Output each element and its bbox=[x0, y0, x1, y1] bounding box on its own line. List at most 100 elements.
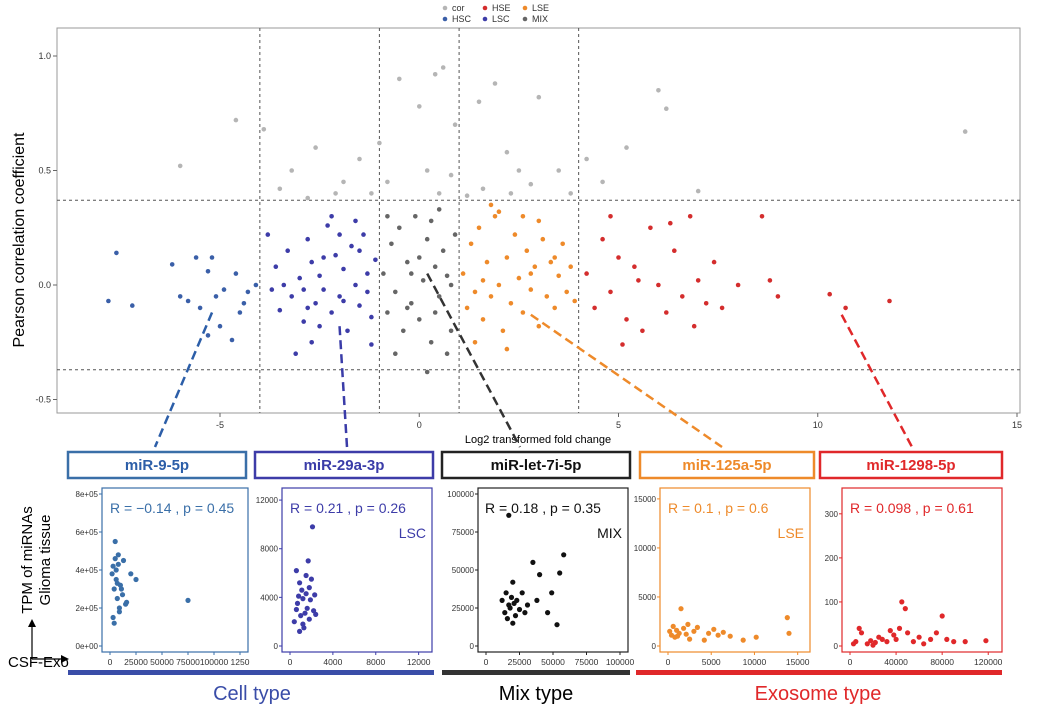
data-point bbox=[116, 605, 122, 611]
data-point bbox=[289, 168, 295, 173]
panel-frame bbox=[281, 487, 433, 653]
data-point bbox=[510, 579, 516, 585]
data-point bbox=[409, 301, 414, 306]
data-point bbox=[480, 278, 486, 283]
data-point bbox=[357, 248, 362, 253]
data-point bbox=[636, 278, 641, 283]
legend-label: HSE bbox=[492, 3, 511, 13]
data-point bbox=[532, 264, 538, 270]
data-point bbox=[177, 163, 183, 169]
data-point bbox=[241, 301, 247, 306]
data-point bbox=[687, 214, 693, 219]
data-point bbox=[520, 214, 526, 219]
series-hsc bbox=[106, 250, 259, 343]
data-point bbox=[413, 214, 418, 219]
data-point bbox=[440, 65, 446, 70]
data-point bbox=[337, 294, 342, 299]
data-point bbox=[120, 557, 127, 564]
connector-line bbox=[426, 272, 522, 448]
data-point bbox=[309, 340, 315, 345]
data-point bbox=[329, 214, 334, 219]
data-point bbox=[549, 590, 555, 596]
data-point bbox=[169, 262, 175, 267]
data-point bbox=[401, 328, 406, 334]
y-tick-label: 0.5 bbox=[38, 166, 51, 176]
data-point bbox=[608, 214, 613, 219]
data-point bbox=[512, 232, 518, 237]
data-point bbox=[452, 232, 458, 237]
data-point bbox=[313, 301, 318, 306]
data-point bbox=[448, 328, 454, 334]
legend-item: LSE bbox=[522, 3, 549, 13]
data-point bbox=[313, 611, 319, 618]
data-point bbox=[548, 259, 554, 265]
data-point bbox=[313, 145, 318, 150]
series-lse bbox=[460, 202, 577, 352]
data-point bbox=[504, 149, 510, 155]
data-point bbox=[245, 289, 251, 295]
y-tick-label: 75000 bbox=[452, 528, 475, 537]
data-point bbox=[298, 613, 304, 619]
main-plot-frame bbox=[56, 27, 1021, 414]
data-point bbox=[500, 328, 506, 334]
data-point bbox=[499, 597, 505, 604]
data-point bbox=[325, 223, 330, 228]
data-point bbox=[460, 271, 466, 276]
data-point bbox=[185, 298, 191, 304]
data-point bbox=[317, 273, 322, 279]
data-point bbox=[307, 597, 313, 603]
data-point bbox=[879, 636, 885, 643]
data-point bbox=[113, 567, 119, 573]
main-y-axis-label: Pearson correlation coefficient bbox=[11, 132, 28, 347]
data-point bbox=[329, 310, 334, 315]
data-point bbox=[291, 619, 297, 625]
data-point bbox=[357, 156, 362, 162]
data-point bbox=[133, 576, 139, 583]
data-point bbox=[115, 561, 121, 567]
data-point bbox=[514, 597, 520, 604]
legend-swatch bbox=[482, 16, 488, 22]
data-point bbox=[715, 632, 721, 638]
data-point bbox=[436, 191, 442, 196]
data-point bbox=[740, 637, 746, 643]
data-point bbox=[759, 214, 765, 219]
panel-group-label: LSE bbox=[778, 525, 804, 541]
data-point bbox=[205, 269, 211, 274]
y-tick-label: 0 bbox=[652, 642, 657, 651]
exosome-type-bar bbox=[636, 670, 1002, 675]
data-point bbox=[112, 556, 118, 562]
data-point bbox=[373, 257, 378, 263]
data-point bbox=[417, 317, 422, 322]
data-point bbox=[452, 122, 458, 127]
data-point bbox=[711, 626, 717, 632]
data-point bbox=[884, 639, 890, 645]
data-point bbox=[365, 289, 370, 295]
data-point bbox=[213, 294, 219, 299]
x-tick-label: 75000 bbox=[176, 657, 200, 667]
y-tick-label: 6e+05 bbox=[76, 528, 99, 537]
data-point bbox=[592, 305, 597, 311]
data-point bbox=[600, 236, 605, 242]
data-point bbox=[939, 613, 945, 619]
data-point bbox=[405, 259, 410, 265]
legend-item: HSC bbox=[442, 14, 472, 24]
x-tick-label: 100000 bbox=[200, 657, 229, 667]
data-point bbox=[784, 615, 790, 621]
data-point bbox=[369, 191, 374, 196]
data-point bbox=[124, 599, 130, 605]
correlation-annotation: R = 0.21 , p = 0.26 bbox=[290, 500, 406, 516]
data-point bbox=[110, 614, 116, 621]
connector-line bbox=[338, 326, 349, 448]
data-point bbox=[369, 342, 374, 347]
data-point bbox=[856, 625, 862, 632]
data-point bbox=[504, 616, 510, 622]
correlation-annotation: R = 0.1 , p = 0.6 bbox=[668, 500, 769, 516]
data-point bbox=[229, 337, 235, 343]
data-point bbox=[674, 633, 681, 639]
data-point bbox=[540, 236, 546, 242]
data-point bbox=[353, 282, 358, 288]
series-mix bbox=[381, 207, 458, 375]
data-point bbox=[516, 275, 522, 281]
data-point bbox=[297, 580, 303, 586]
data-point bbox=[512, 613, 519, 619]
